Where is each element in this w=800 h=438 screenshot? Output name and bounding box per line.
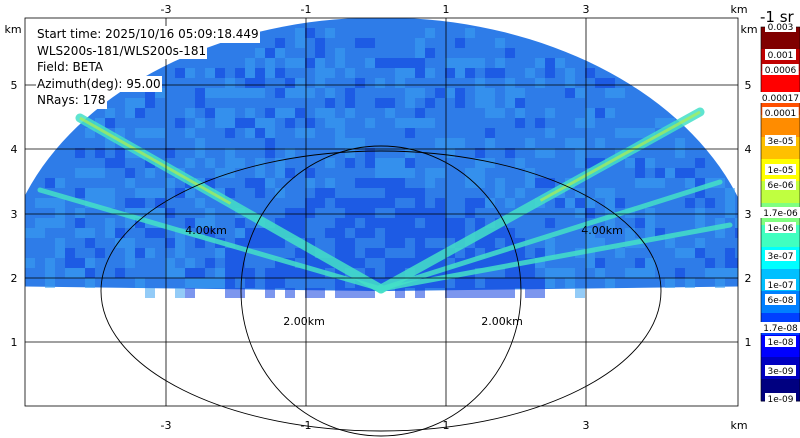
axis-unit-label: km (740, 23, 757, 36)
y-tick-right: 3 (745, 208, 752, 221)
axis-unit-label: km (730, 419, 747, 432)
colorbar-label: 6e-06 (768, 181, 794, 191)
colorbar-label: 6e-08 (768, 296, 794, 306)
y-tick-right: 5 (745, 79, 752, 92)
colorbar: 0.003 0.001 0.0006 0.00017 0.0001 3e-05 1e-05 6… (759, 21, 800, 405)
colorbar-title: -1 sr (760, 8, 794, 26)
x-tick-bottom: 3 (583, 419, 590, 432)
y-tick-left: 5 (11, 79, 18, 92)
colorbar-label: 3e-09 (768, 367, 794, 377)
x-tick-top: 1 (443, 3, 450, 16)
colorbar-swatch (761, 71, 800, 94)
y-tick-right: 4 (745, 143, 752, 156)
colorbar-label: 3e-07 (768, 252, 794, 262)
start-time-label: Start time: 2025/10/16 05:09:18.449 (36, 26, 260, 43)
colorbar-label: 1.7e-08 (763, 324, 798, 334)
range-ring-label: 4.00km (581, 224, 623, 237)
y-tick-right: 2 (745, 272, 752, 285)
grid-lines (24, 17, 739, 407)
colorbar-label: 1e-05 (768, 166, 794, 176)
colorbar-swatch (761, 27, 800, 50)
aerosol-streak (378, 179, 723, 292)
aerosol-streak-core (79, 116, 232, 205)
x-tick-bottom: 1 (443, 419, 450, 432)
colorbar-label: 0.0006 (765, 66, 797, 76)
colorbar-swatch (761, 115, 800, 138)
aerosol-streak-core (539, 110, 701, 202)
azimuth-label: Azimuth(deg): 95.00 (36, 75, 162, 93)
y-tick-left: 2 (11, 272, 18, 285)
y-tick-left: 4 (11, 143, 18, 156)
x-tick-top: 3 (583, 3, 590, 16)
x-tick-top: -1 (301, 3, 312, 16)
field-label: Field: BETA (36, 59, 104, 76)
x-tick-top: -3 (161, 3, 172, 16)
range-ring-label: 2.00km (481, 315, 523, 328)
colorbar-label: 0.0001 (765, 109, 797, 119)
colorbar-label: 0.00017 (762, 94, 799, 104)
colorbar-label: 1e-08 (768, 338, 794, 348)
nrays-label: NRays: 178 (36, 92, 107, 109)
colorbar-label: 3e-05 (768, 137, 794, 147)
aerosol-streak (37, 187, 384, 292)
x-tick-bottom: -3 (161, 419, 172, 432)
colorbar-label: 1e-07 (768, 281, 794, 291)
colorbar-label: 0.001 (768, 51, 794, 61)
colorbar-label: 0.003 (768, 23, 794, 33)
colorbar-label: 1e-06 (768, 224, 794, 234)
axis-unit-label: km (730, 3, 747, 16)
colorbar-label: 1e-09 (768, 395, 794, 405)
range-rings (100, 145, 662, 437)
scan-info-box: Start time: 2025/10/16 05:09:18.449 WLS2… (36, 26, 260, 109)
y-tick-left: 1 (11, 336, 18, 349)
range-ring-label: 4.00km (185, 224, 227, 237)
axis-labels: -3 -3 -1 -1 1 1 3 3 5 5 4 4 3 3 2 2 1 1 km km km km 4.00km 4.00… (4, 3, 757, 432)
range-ring-label: 2.00km (283, 315, 325, 328)
axis-unit-label: km (4, 23, 21, 36)
source-label: WLS200s-181/WLS200s-181 (36, 42, 208, 60)
data-field (25, 18, 738, 298)
y-tick-right: 1 (745, 336, 752, 349)
y-tick-left: 3 (11, 208, 18, 221)
colorbar-label: 1.7e-06 (763, 209, 798, 219)
x-tick-bottom: -1 (301, 419, 312, 432)
